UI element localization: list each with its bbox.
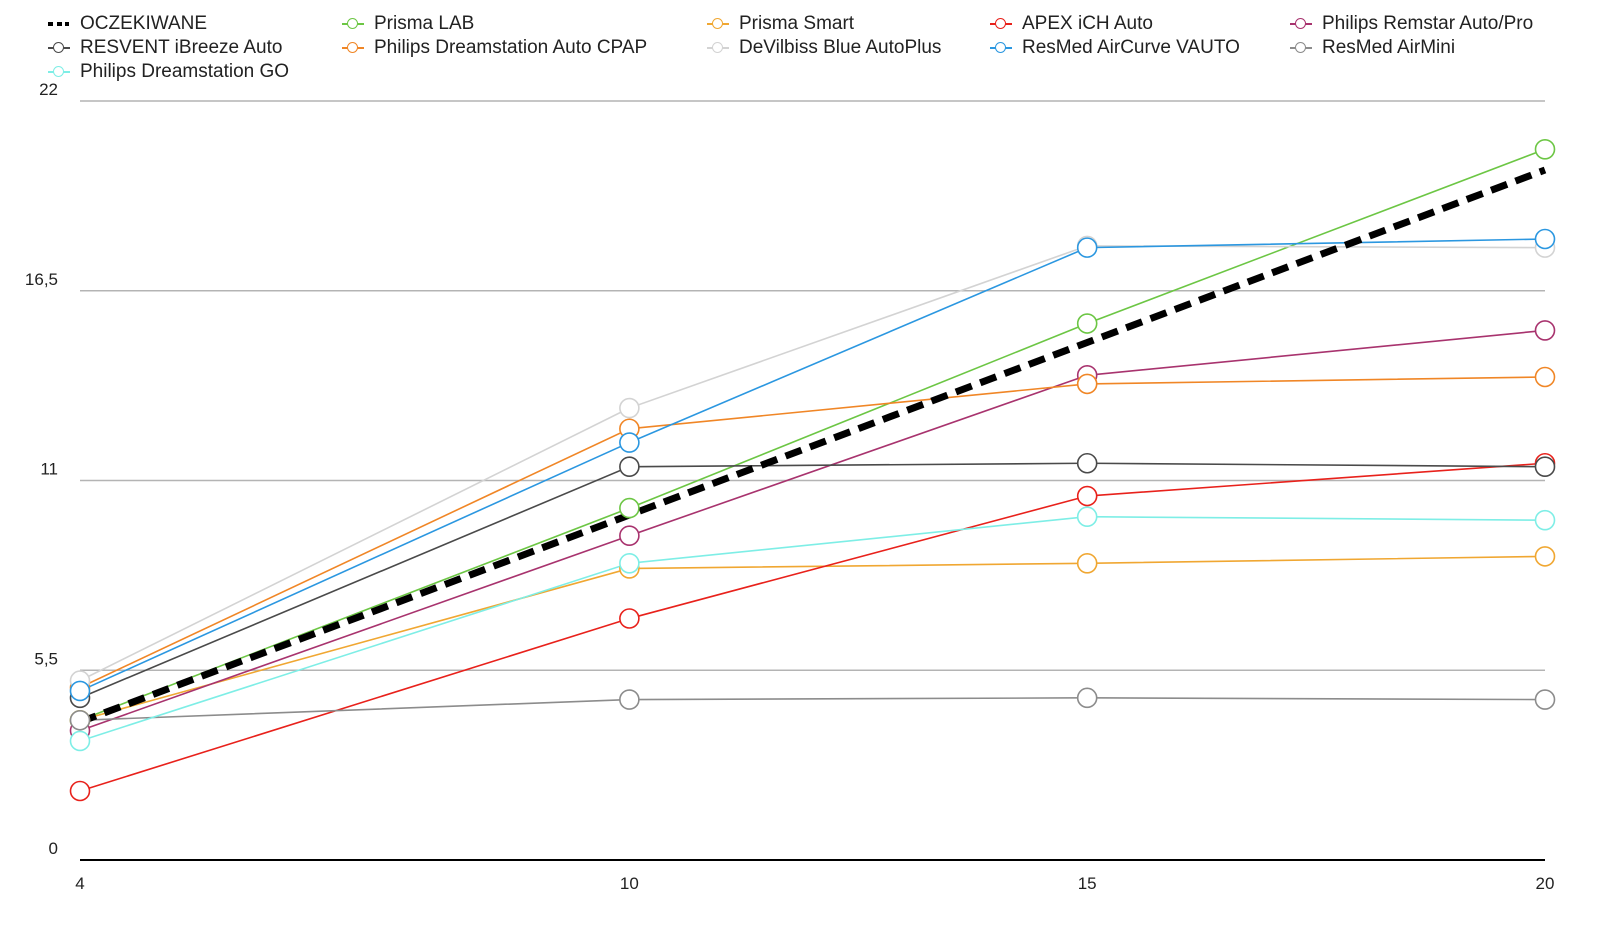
point-philips-dreamstation-go [619,552,640,574]
point-philips-dreamstation-auto-cpap [1076,373,1098,395]
series-markers [69,139,1556,802]
legend-item: Prisma LAB [342,12,474,36]
series-line-oczekiwane [78,166,1547,726]
legend-item: Philips Dreamstation Auto CPAP [342,36,647,60]
point-resvent-ibreeze-auto [619,456,640,478]
legend-label: RESVENT iBreeze Auto [80,37,283,58]
point-resvent-ibreeze-auto [1076,452,1098,474]
point-philips-dreamstation-go [1076,506,1098,528]
point-prisma-lab [619,497,640,519]
legend-label: OCZEKIWANE [80,13,208,34]
point-apex-ich-auto [69,780,91,802]
y-tick-label: 0 [49,839,58,858]
legend-item: RESVENT iBreeze Auto [48,36,282,60]
legend-marker [48,65,70,79]
point-resvent-ibreeze-auto [1534,456,1556,478]
point-resmed-airmini [69,709,91,731]
point-devilbiss-blue-autoplus [619,397,640,419]
legend-label: Philips Dreamstation GO [80,61,290,82]
legend-marker [707,41,729,55]
legend-label: Philips Dreamstation Auto CPAP [374,37,648,58]
point-apex-ich-auto [619,608,640,629]
series-line-resvent-ibreeze-auto [79,462,1546,699]
point-resmed-airmini [1076,687,1098,709]
series-lines [78,148,1547,792]
legend-label: Prisma Smart [739,13,855,34]
y-tick-label: 22 [39,80,58,99]
y-tick-label: 16,5 [25,270,58,289]
point-resmed-airmini [619,689,640,710]
point-prisma-lab [1534,139,1556,160]
legend-label: APEX iCH Auto [1022,13,1153,34]
legend-label: ResMed AirCurve VAUTO [1022,37,1240,58]
series-line-resmed-aircurve-vauto [79,238,1546,692]
point-resmed-airmini [1534,689,1556,710]
legend-marker [48,17,70,31]
series-line-prisma-lab [79,148,1546,722]
point-resmed-aircurve-vauto [1534,228,1556,250]
legend-marker [990,17,1012,31]
legend: OCZEKIWANE RESVENT iBreeze Auto Philips Dr… [0,0,1600,100]
point-prisma-smart [1534,546,1556,567]
legend-item: ResMed AirCurve VAUTO [990,36,1240,60]
series-line-philips-dreamstation-auto-cpap [79,376,1546,689]
point-resmed-aircurve-vauto [619,432,640,453]
y-tick-label: 5,5 [34,649,58,668]
x-tick-label: 15 [1078,874,1097,893]
tick-labels: 0 5,5 11 16,5 22 4 10 15 20 [25,80,1555,893]
legend-item: DeVilbiss Blue AutoPlus [707,36,941,60]
series-line-philips-dreamstation-go [79,515,1546,742]
legend-item: APEX iCH Auto [990,12,1153,36]
legend-marker [342,17,364,31]
series-line-resmed-airmini [79,697,1546,722]
point-philips-dreamstation-go [69,730,91,752]
x-tick-label: 20 [1536,874,1555,893]
point-resmed-aircurve-vauto [1076,237,1098,258]
point-philips-dreamstation-auto-cpap [1534,366,1556,388]
legend-marker [1290,17,1312,31]
point-resmed-aircurve-vauto [69,680,91,702]
series-line-prisma-smart [79,555,1546,722]
legend-label: Prisma LAB [374,13,475,34]
legend-marker [342,41,364,55]
legend-item: Philips Remstar Auto/Pro [1290,12,1533,36]
point-prisma-lab [1076,313,1098,334]
legend-label: Philips Remstar Auto/Pro [1322,13,1534,34]
legend-label: DeVilbiss Blue AutoPlus [739,37,942,58]
legend-item: Philips Dreamstation GO [48,60,289,84]
legend-marker [707,17,729,31]
legend-label: ResMed AirMini [1322,37,1456,58]
legend-marker [990,41,1012,55]
x-tick-label: 10 [620,874,639,893]
series-line-philips-remstar-auto-pro [79,329,1546,732]
point-prisma-smart [1076,552,1098,574]
series-line-apex-ich-auto [79,462,1546,792]
point-philips-remstar-auto-pro [1534,320,1556,341]
x-tick-label: 4 [75,874,84,893]
point-philips-remstar-auto-pro [619,525,640,547]
legend-item: ResMed AirMini [1290,36,1455,60]
series-line-devilbiss-blue-autoplus [79,245,1546,682]
point-apex-ich-auto [1076,485,1098,507]
legend-marker [1290,41,1312,55]
legend-item: Prisma Smart [707,12,854,36]
legend-marker [48,41,70,55]
legend-item: OCZEKIWANE [48,12,207,36]
point-philips-dreamstation-go [1534,509,1556,531]
y-tick-label: 11 [40,460,58,479]
